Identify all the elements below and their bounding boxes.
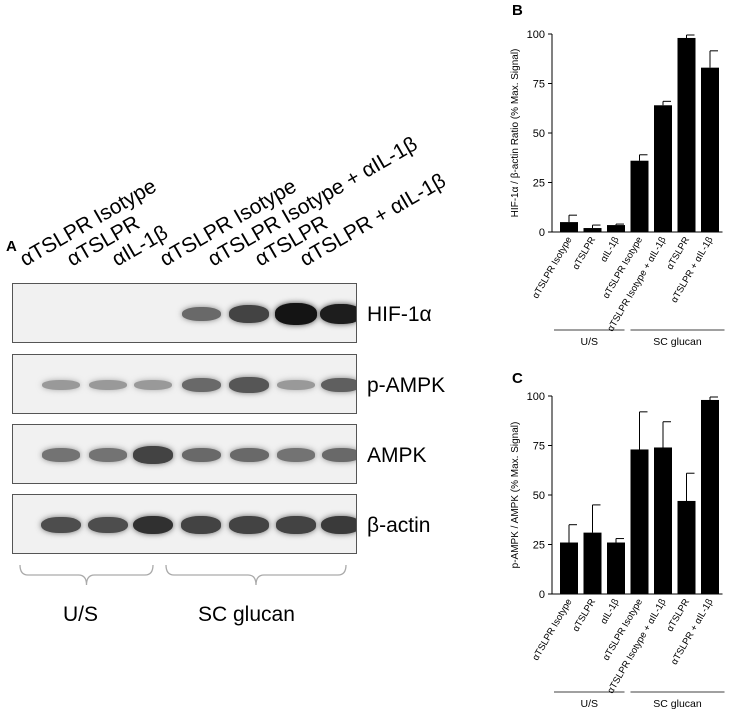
bracket [165,564,347,586]
y-axis-label: HIF-1α / β-actin Ratio (% Max. Signal) [510,49,521,218]
group-label: SC glucan [653,698,702,710]
group-label: U/S [580,698,598,710]
blot-band [181,307,221,321]
group-label-us: U/S [63,603,99,626]
y-tick-label: 0 [539,227,545,239]
blot-band [320,516,356,534]
blot-0 [12,283,357,343]
blot-label: p-AMPK [367,374,446,397]
bar [560,542,578,594]
bar [630,160,649,232]
blot-label: β-actin [367,514,431,537]
category-label: αTSLPR Isotype [530,597,574,663]
blot-1 [12,354,357,414]
blot-band [229,377,269,393]
blot-label: HIF-1α [367,303,432,326]
blot-band [320,303,356,325]
blot-band [275,516,317,534]
bar [654,105,672,232]
category-label: αIL-1β [598,597,621,627]
y-tick-label: 50 [533,128,545,140]
group-label: SC glucan [653,336,702,348]
panel-b-letter: B [512,2,523,19]
blot-band [88,448,128,462]
blot-band [42,380,80,390]
blot-band [228,305,270,323]
blot-band [41,448,81,462]
category-label: αTSLPR [571,235,599,272]
bar [607,542,625,594]
category-label: αIL-1β [598,235,621,265]
bar [583,228,602,232]
y-axis-label: p-AMPK / AMPK (% Max. Signal) [510,422,521,569]
blot-band [88,516,128,534]
y-tick-label: 50 [533,490,545,502]
blot-label: AMPK [367,444,427,467]
blot-band [134,380,172,390]
bar [677,37,696,233]
chart-c: 0 25 50 75 100 p-AMPK / AMPK (% Max. Signal) α… [510,391,725,710]
group-label-sc-glucan: SC glucan [198,603,295,626]
panel-c-letter: C [512,370,523,387]
bar [607,225,625,232]
bar [560,222,578,232]
panel-a-letter: A [6,238,17,255]
blot-band [277,380,315,390]
group-label: U/S [580,336,598,348]
blot-band [132,446,174,464]
y-tick-label: 25 [533,540,545,552]
blot-2 [12,424,357,484]
bar [701,67,719,232]
y-tick-label: 100 [527,391,545,403]
blot-band [132,515,174,535]
bar [583,532,602,594]
bar [677,500,696,594]
bracket [19,564,154,586]
y-tick-label: 25 [533,178,545,190]
blot-band [229,448,269,462]
blot-band [89,380,127,390]
y-tick-label: 75 [533,79,545,91]
blot-band [321,377,356,393]
blot-band [275,303,317,325]
bar [630,449,649,594]
y-tick-label: 0 [539,589,545,601]
chart-b: 0 25 50 75 100 HIF-1α / β-actin Ratio (% Max.… [510,29,725,348]
blot-band [321,448,356,462]
blot-band [41,516,81,534]
bar [701,399,719,594]
y-tick-label: 75 [533,441,545,453]
blot-band [228,516,270,534]
category-label: αTSLPR [571,597,599,634]
blot-band [276,448,316,462]
blot-3 [12,494,357,554]
blot-band [180,516,222,534]
blot-band [181,378,221,392]
bar [654,447,672,594]
y-tick-label: 100 [527,29,545,41]
blot-band [181,448,221,462]
category-label: αTSLPR Isotype [530,235,574,301]
